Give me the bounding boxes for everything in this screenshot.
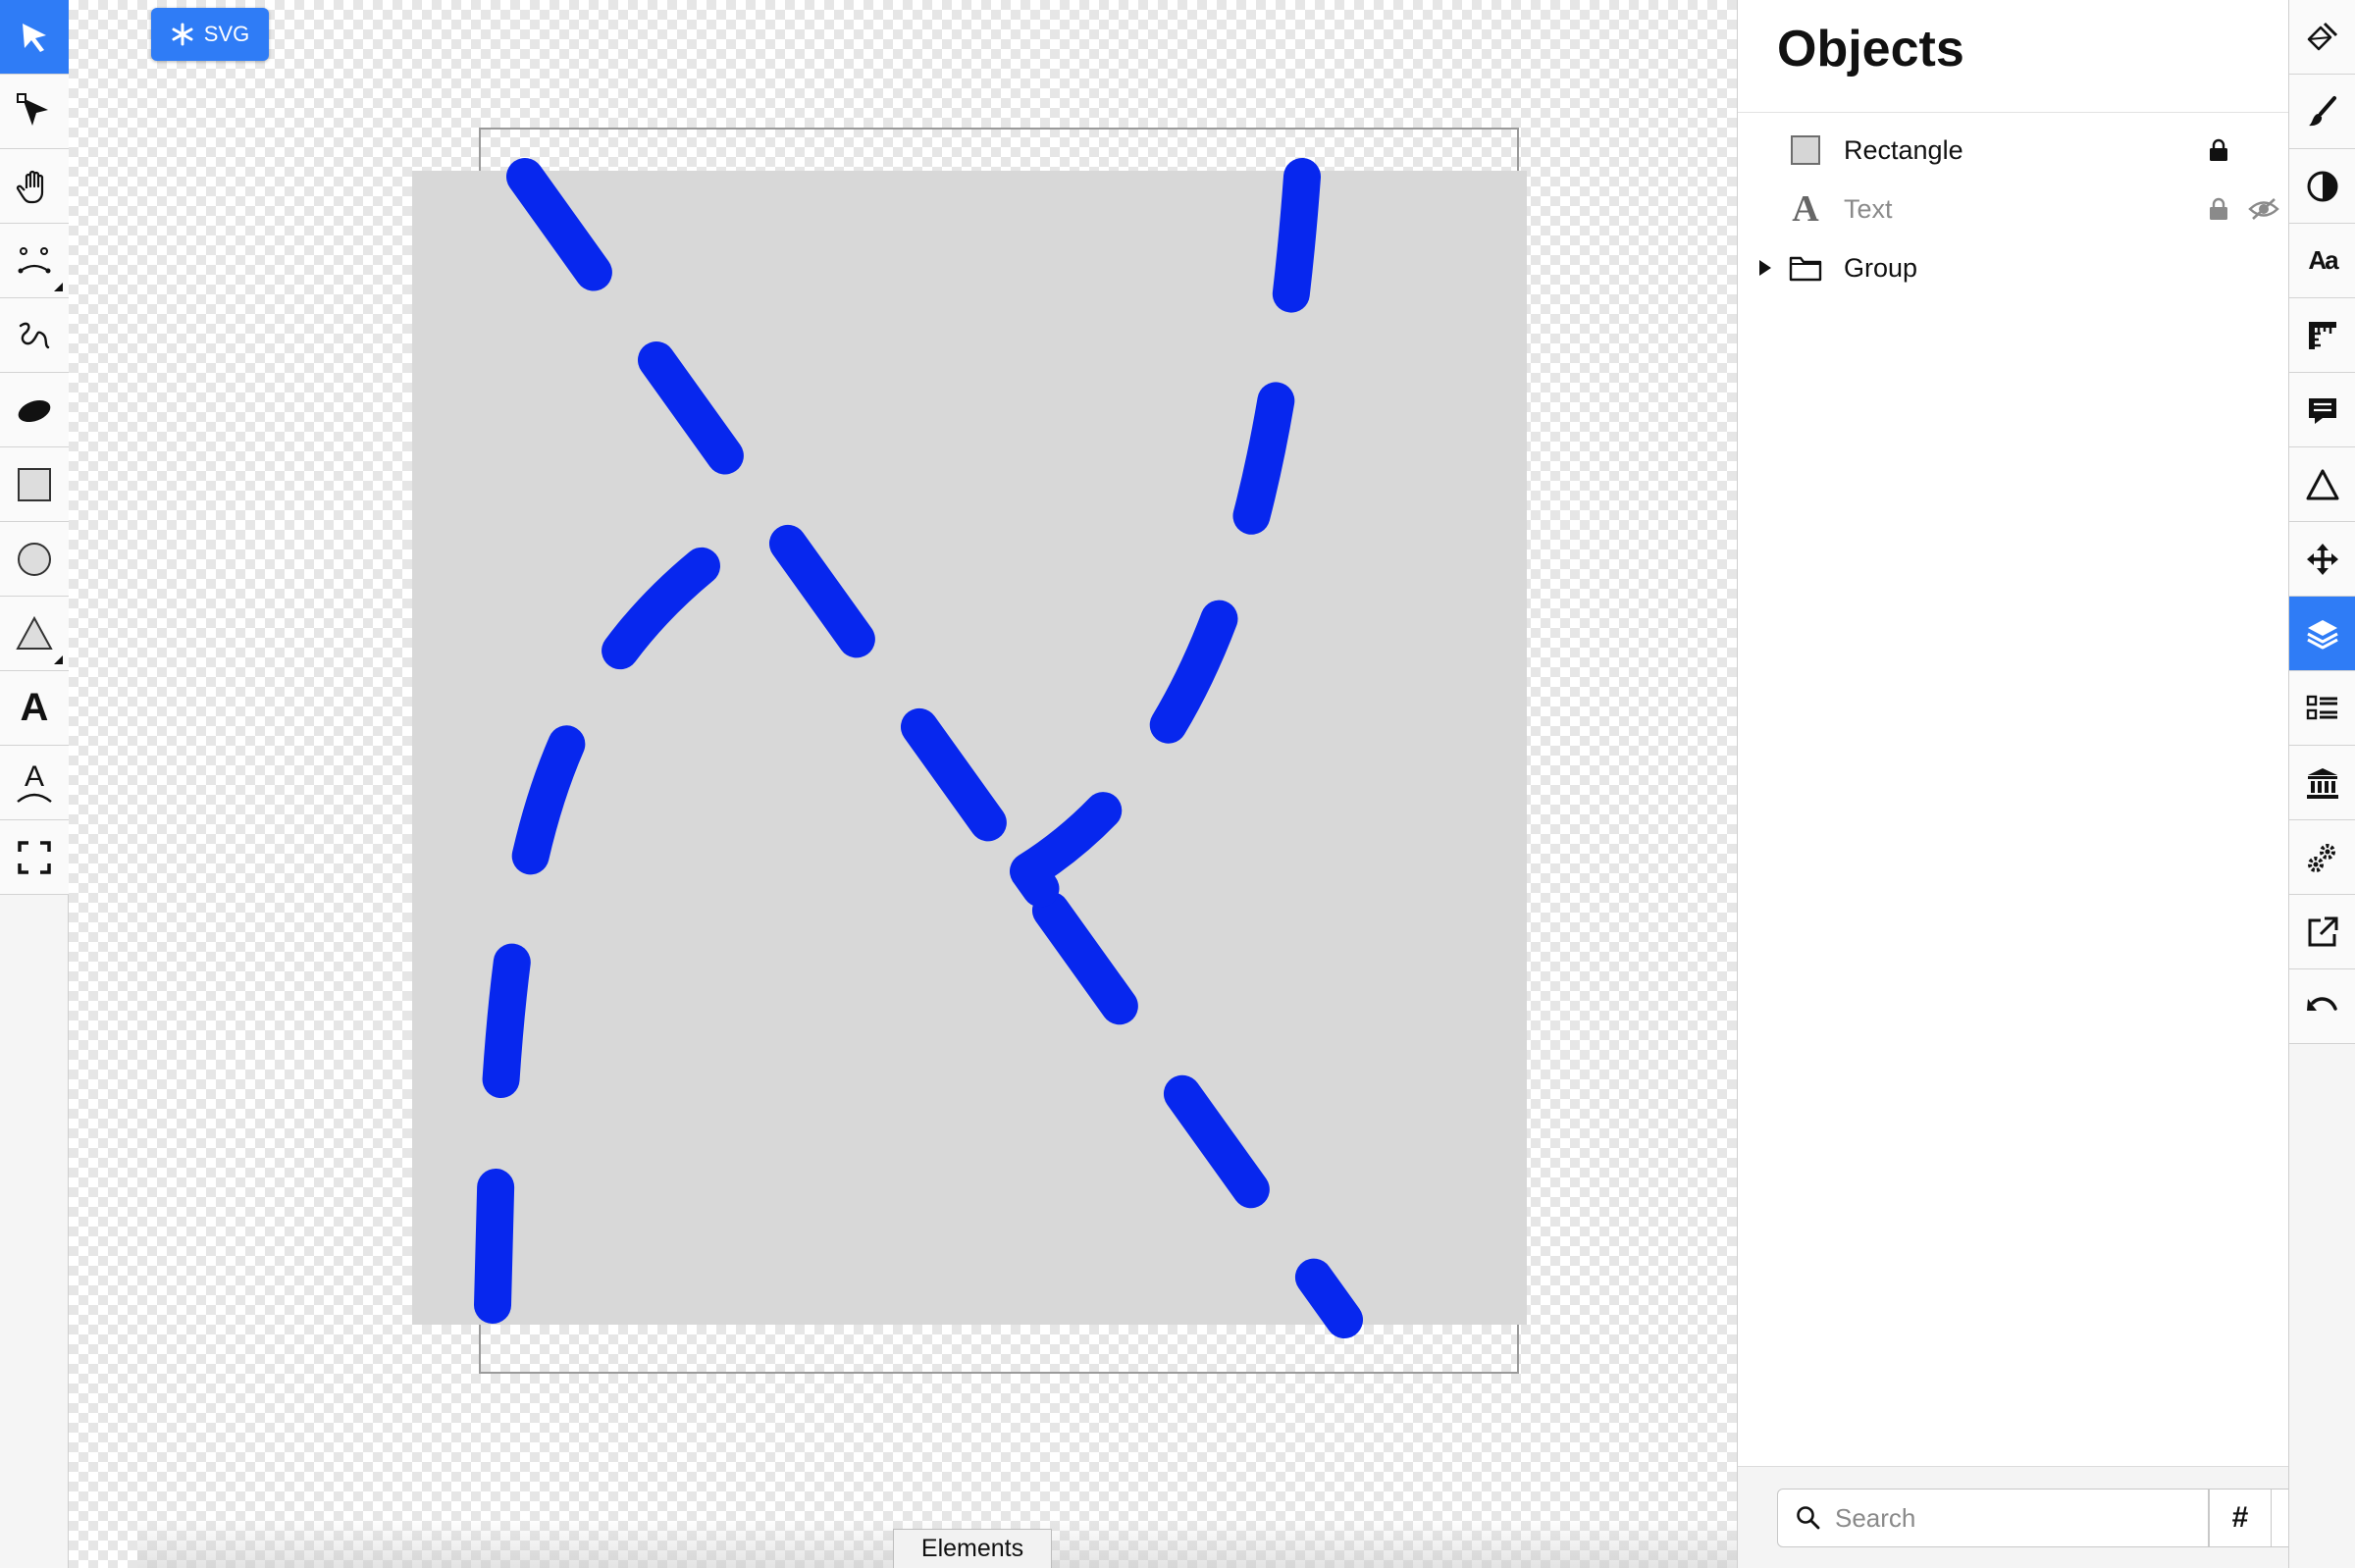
undo-tool-button[interactable] xyxy=(2289,969,2355,1044)
font-tool-button[interactable]: Aa xyxy=(2289,224,2355,298)
panel-divider xyxy=(1738,112,2289,113)
move-tool-button[interactable] xyxy=(2289,522,2355,597)
triangle-outline-tool-button[interactable] xyxy=(2289,447,2355,522)
triangle-icon xyxy=(16,615,53,650)
hand-icon xyxy=(16,170,44,203)
hash-button[interactable]: # xyxy=(2209,1489,2272,1547)
node-arrow-icon xyxy=(17,92,48,126)
list-tool-button[interactable] xyxy=(2289,671,2355,746)
svg-badge-label: SVG xyxy=(203,22,250,46)
object-label: Text xyxy=(1844,193,1893,224)
rectangle-object-icon xyxy=(1789,133,1822,167)
freehand-squiggle-icon xyxy=(19,322,50,348)
mesh-tool-button[interactable] xyxy=(0,224,69,298)
move-arrows-icon xyxy=(2307,543,2338,575)
brush-blob-icon xyxy=(18,399,51,422)
text-tool-button[interactable]: A xyxy=(0,671,69,746)
dashed-diagonal-line xyxy=(506,158,1363,1338)
select-arrow-icon xyxy=(23,23,46,52)
paint-bucket-icon xyxy=(2307,22,2338,50)
brush-tool-button[interactable] xyxy=(0,373,69,447)
layers-tool-button[interactable] xyxy=(2289,597,2355,671)
text-on-path-tool-button[interactable]: A xyxy=(0,746,69,820)
objects-panel-footer: # + xyxy=(1738,1466,2333,1568)
search-input[interactable] xyxy=(1833,1501,2151,1535)
external-link-icon xyxy=(2308,916,2338,946)
hidden-eye-icon[interactable] xyxy=(2248,196,2279,222)
pencil-tool-button[interactable] xyxy=(0,298,69,373)
object-row-text[interactable]: A Text xyxy=(1738,181,2289,237)
ruler-tool-button[interactable] xyxy=(2289,298,2355,373)
submenu-indicator xyxy=(54,283,63,291)
font-size-glyph: Aa xyxy=(2308,245,2338,275)
expand-triangle-icon[interactable] xyxy=(1757,258,1773,278)
speech-bubble-icon xyxy=(2309,397,2336,424)
dashed-curve-left xyxy=(474,521,755,1324)
lock-icon[interactable] xyxy=(2207,137,2230,163)
search-icon xyxy=(1797,1506,1820,1530)
ellipse-icon xyxy=(18,542,51,576)
text-tool-glyph: A xyxy=(20,686,49,729)
pan-tool-button[interactable] xyxy=(0,149,69,224)
left-toolbar: A A xyxy=(0,0,69,1568)
paintbrush-icon xyxy=(2309,95,2336,126)
triangle-outline-icon xyxy=(2306,469,2339,499)
gray-rectangle xyxy=(412,171,1527,1325)
comment-tool-button[interactable] xyxy=(2289,373,2355,447)
layers-icon xyxy=(2307,619,2338,649)
contrast-circle-icon xyxy=(2307,171,2338,201)
objects-panel-title: Objects xyxy=(1777,21,1964,78)
library-building-icon xyxy=(2307,767,2338,799)
text-on-path-glyph: A xyxy=(24,759,44,793)
folder-icon xyxy=(1789,251,1822,285)
node-edit-tool-button[interactable] xyxy=(0,75,69,149)
select-tool-button[interactable] xyxy=(0,0,69,75)
dashed-curve-right xyxy=(1010,158,1321,968)
object-row-rectangle[interactable]: Rectangle xyxy=(1738,122,2289,179)
lock-icon[interactable] xyxy=(2207,196,2230,222)
drawing-svg[interactable] xyxy=(69,0,1737,1568)
gears-icon xyxy=(2308,843,2335,872)
object-row-group[interactable]: Group xyxy=(1738,239,2289,296)
opacity-tool-button[interactable] xyxy=(2289,149,2355,224)
elements-tab[interactable]: Elements xyxy=(893,1529,1052,1568)
submenu-indicator xyxy=(54,655,63,664)
svg-mode-badge[interactable]: SVG xyxy=(151,8,269,61)
fullscreen-corners-icon xyxy=(18,840,51,874)
stroke-tool-button[interactable] xyxy=(2289,75,2355,149)
mesh-icon xyxy=(18,246,51,273)
rectangle-tool-button[interactable] xyxy=(0,447,69,522)
canvas-area[interactable]: SVG Elements xyxy=(69,0,1806,1568)
ruler-icon xyxy=(2309,321,2336,349)
path-arc-icon xyxy=(17,793,52,803)
object-label: Rectangle xyxy=(1844,134,1963,165)
text-object-icon: A xyxy=(1792,188,1819,230)
object-label: Group xyxy=(1844,252,1918,283)
export-tool-button[interactable] xyxy=(2289,895,2355,969)
library-tool-button[interactable] xyxy=(2289,746,2355,820)
asterisk-icon xyxy=(172,23,193,46)
triangle-tool-button[interactable] xyxy=(0,597,69,671)
objects-panel: Objects Rectangle A Text Group # + xyxy=(1737,0,2333,1568)
fit-view-tool-button[interactable] xyxy=(0,820,69,895)
search-box[interactable] xyxy=(1777,1489,2209,1547)
undo-arrow-icon xyxy=(2307,996,2337,1011)
settings-tool-button[interactable] xyxy=(2289,820,2355,895)
ellipse-tool-button[interactable] xyxy=(0,522,69,597)
fill-tool-button[interactable] xyxy=(2289,0,2355,75)
list-icon xyxy=(2306,695,2337,719)
right-toolbar: Aa xyxy=(2288,0,2355,1568)
rectangle-icon xyxy=(18,467,51,501)
